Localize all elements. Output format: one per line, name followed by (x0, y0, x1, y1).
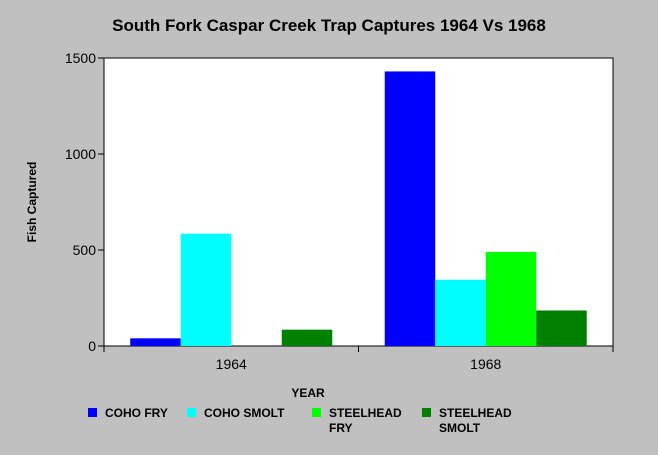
bar-coho-smolt-1968 (435, 279, 486, 346)
y-tick-label: 0 (88, 338, 96, 354)
x-tick-label: 1964 (216, 356, 247, 372)
legend-label-coho-fry: COHO FRY (105, 406, 168, 420)
chart-title: South Fork Caspar Creek Trap Captures 19… (112, 16, 546, 35)
x-axis-label: YEAR (291, 386, 325, 400)
bar-coho-fry-1968 (384, 71, 436, 346)
bar-coho-fry-1964 (130, 338, 181, 346)
x-tick-label: 1968 (470, 356, 501, 372)
plot-area (103, 57, 614, 347)
legend-swatch-steelhead-smolt (422, 408, 431, 417)
bar-steelhead-fry-1968 (485, 251, 537, 346)
bar-steelhead-smolt-1968 (536, 310, 587, 346)
y-axis-label: Fish Captured (25, 162, 39, 243)
legend-item-steelhead-smolt: STEELHEAD SMOLT (422, 406, 519, 436)
legend-swatch-coho-smolt (187, 408, 196, 417)
y-tick-label: 500 (73, 242, 97, 258)
legend-label-steelhead-smolt: STEELHEAD SMOLT (439, 406, 512, 435)
bar-coho-smolt-1964 (180, 233, 232, 346)
legend-swatch-coho-fry (88, 408, 97, 417)
legend-item-coho-smolt: COHO SMOLT (187, 406, 284, 421)
legend-label-coho-smolt: COHO SMOLT (204, 406, 285, 420)
legend-label-steelhead-fry: STEELHEAD FRY (329, 406, 402, 435)
y-tick-label: 1000 (65, 146, 96, 162)
legend-item-steelhead-fry: STEELHEAD FRY (312, 406, 409, 436)
legend-swatch-steelhead-fry (312, 408, 321, 417)
bar-steelhead-smolt-1964 (281, 329, 333, 346)
y-tick-label: 1500 (65, 50, 96, 66)
legend-item-coho-fry: COHO FRY (88, 406, 168, 421)
